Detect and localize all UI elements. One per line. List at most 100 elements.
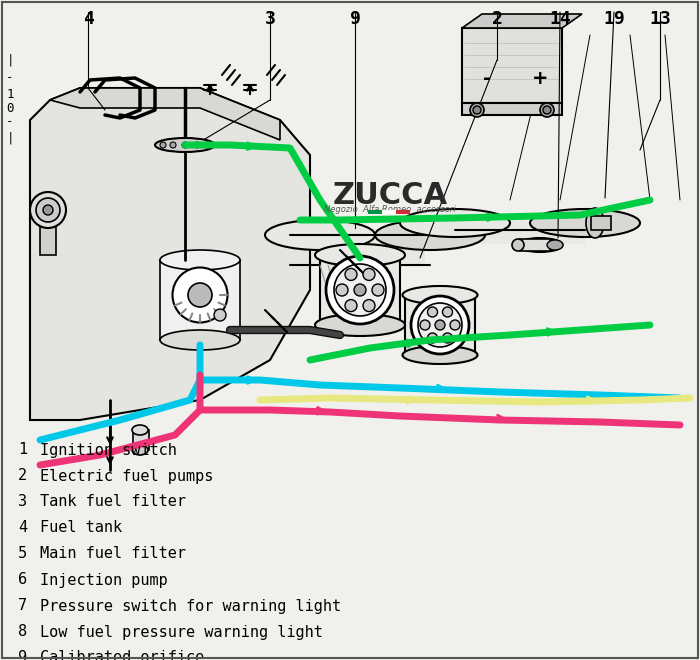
Bar xyxy=(290,235,425,265)
Bar xyxy=(382,210,396,214)
Ellipse shape xyxy=(315,314,405,336)
Circle shape xyxy=(170,142,176,148)
Bar xyxy=(133,430,149,450)
Bar xyxy=(40,225,56,255)
Text: Fuel tank: Fuel tank xyxy=(40,521,122,535)
Bar xyxy=(396,210,410,214)
Bar xyxy=(455,216,585,244)
Text: 1: 1 xyxy=(6,88,14,100)
Text: |: | xyxy=(6,53,14,67)
Circle shape xyxy=(336,284,348,296)
Circle shape xyxy=(473,106,481,114)
Circle shape xyxy=(540,103,554,117)
Circle shape xyxy=(435,320,445,330)
Text: Low fuel pressure warning light: Low fuel pressure warning light xyxy=(40,624,323,640)
Ellipse shape xyxy=(517,238,563,252)
Text: 7: 7 xyxy=(18,599,27,614)
Ellipse shape xyxy=(172,267,228,323)
Text: 2: 2 xyxy=(491,10,503,28)
Text: 3: 3 xyxy=(265,10,275,28)
Ellipse shape xyxy=(326,256,394,324)
Text: Pressure switch for warning light: Pressure switch for warning light xyxy=(40,599,341,614)
Text: 6: 6 xyxy=(18,572,27,587)
Circle shape xyxy=(43,205,53,215)
Polygon shape xyxy=(50,88,280,140)
Ellipse shape xyxy=(155,138,215,152)
Ellipse shape xyxy=(334,264,386,316)
Ellipse shape xyxy=(160,250,240,270)
Text: -: - xyxy=(6,71,14,84)
Circle shape xyxy=(160,142,166,148)
Circle shape xyxy=(204,142,210,148)
Circle shape xyxy=(543,106,551,114)
Text: Electric fuel pumps: Electric fuel pumps xyxy=(40,469,214,484)
Text: ZUCCA: ZUCCA xyxy=(332,180,447,209)
Ellipse shape xyxy=(411,296,469,354)
Polygon shape xyxy=(30,88,310,420)
Circle shape xyxy=(363,300,375,312)
Text: 0: 0 xyxy=(6,102,14,114)
Circle shape xyxy=(470,103,484,117)
Ellipse shape xyxy=(530,209,640,237)
Bar xyxy=(320,255,400,325)
Text: Calibrated orifice: Calibrated orifice xyxy=(40,651,204,660)
Circle shape xyxy=(188,283,212,307)
Circle shape xyxy=(182,142,188,148)
Circle shape xyxy=(428,307,438,317)
Bar xyxy=(591,216,611,230)
Bar xyxy=(462,28,562,103)
Ellipse shape xyxy=(418,303,462,347)
Ellipse shape xyxy=(512,239,524,251)
Circle shape xyxy=(214,309,226,321)
Bar xyxy=(160,260,240,340)
Text: 2: 2 xyxy=(18,469,27,484)
Text: 9: 9 xyxy=(349,10,360,28)
Ellipse shape xyxy=(375,220,485,250)
Ellipse shape xyxy=(265,220,375,250)
Text: 4: 4 xyxy=(18,521,27,535)
Circle shape xyxy=(345,269,357,280)
Ellipse shape xyxy=(160,330,240,350)
Circle shape xyxy=(450,320,460,330)
Circle shape xyxy=(36,198,60,222)
Circle shape xyxy=(442,333,452,343)
Bar xyxy=(405,295,475,355)
Text: 14: 14 xyxy=(549,10,571,28)
Circle shape xyxy=(442,307,452,317)
Bar xyxy=(520,239,550,251)
Circle shape xyxy=(194,142,200,148)
Text: 5: 5 xyxy=(18,546,27,562)
Text: 3: 3 xyxy=(18,494,27,510)
Circle shape xyxy=(354,284,366,296)
Ellipse shape xyxy=(402,286,477,304)
Ellipse shape xyxy=(402,346,477,364)
Ellipse shape xyxy=(132,425,148,435)
Bar xyxy=(462,103,562,115)
Circle shape xyxy=(30,192,66,228)
Circle shape xyxy=(372,284,384,296)
Circle shape xyxy=(428,333,438,343)
Text: Negozio  Alfa Romeo  accessori: Negozio Alfa Romeo accessori xyxy=(324,205,456,213)
Ellipse shape xyxy=(315,244,405,266)
Polygon shape xyxy=(462,14,582,28)
Text: -: - xyxy=(6,115,14,129)
Text: 19: 19 xyxy=(603,10,625,28)
Text: Main fuel filter: Main fuel filter xyxy=(40,546,186,562)
Text: 4: 4 xyxy=(83,10,93,28)
Text: Injection pump: Injection pump xyxy=(40,572,168,587)
Circle shape xyxy=(420,320,430,330)
Circle shape xyxy=(363,269,375,280)
Text: 1: 1 xyxy=(18,442,27,457)
Text: +: + xyxy=(532,69,548,88)
Ellipse shape xyxy=(586,208,604,238)
Circle shape xyxy=(345,300,357,312)
Ellipse shape xyxy=(400,209,510,237)
Text: |: | xyxy=(6,131,14,145)
Bar xyxy=(368,210,382,214)
Ellipse shape xyxy=(547,240,563,250)
Text: 13: 13 xyxy=(649,10,671,28)
Text: 9: 9 xyxy=(18,651,27,660)
Text: Tank fuel filter: Tank fuel filter xyxy=(40,494,186,510)
Text: Ignition switch: Ignition switch xyxy=(40,442,177,457)
Text: -: - xyxy=(483,69,491,88)
